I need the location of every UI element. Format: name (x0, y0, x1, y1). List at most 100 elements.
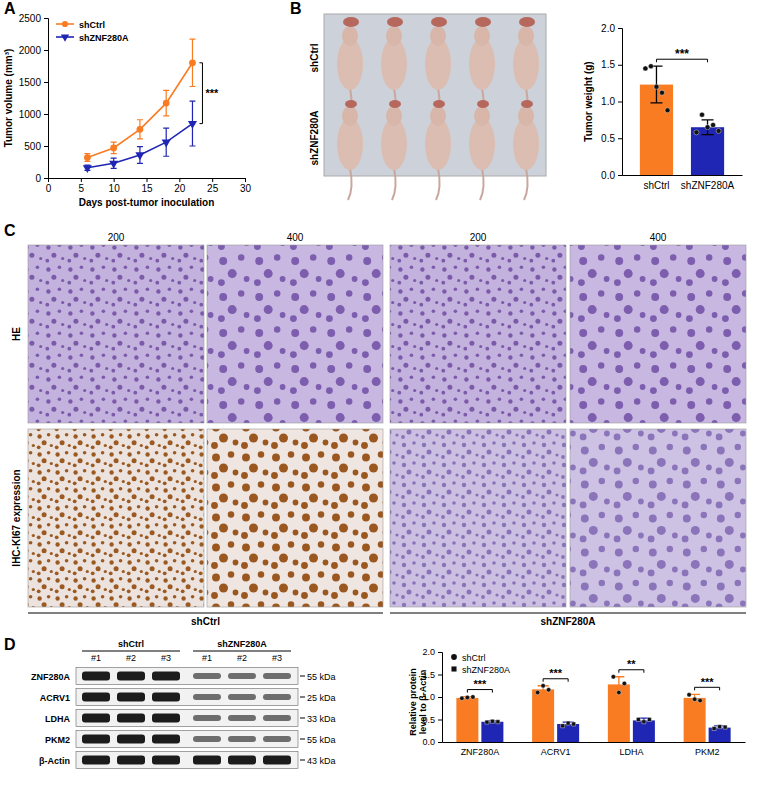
row-label: shCtrl (309, 43, 320, 72)
tick-label: PKM2 (695, 747, 720, 757)
tick-mark (44, 178, 48, 179)
axis-title: Relative proteinlevel to β-Actin (408, 668, 428, 736)
tumor (389, 100, 401, 108)
tick-mark (81, 178, 82, 182)
blot-band (228, 673, 256, 679)
point (163, 100, 170, 107)
panel-letter: D (4, 636, 16, 653)
data-point (643, 66, 648, 71)
tick-mark (179, 178, 180, 182)
tick-label: 0.5 (601, 133, 615, 144)
micrograph (390, 245, 566, 423)
data-point (460, 696, 465, 701)
tick: LDHA (619, 747, 643, 757)
blot-band (228, 736, 256, 742)
data-point (659, 90, 664, 95)
tick: ACRV1 (541, 747, 571, 757)
mouse-tail (480, 168, 484, 200)
tick-label: 20 (174, 183, 186, 194)
data-point (711, 122, 716, 127)
axis: shCtrlshZNF280A (623, 176, 743, 192)
axis-line (49, 179, 246, 183)
legend: shCtrl shZNF280A (451, 653, 510, 675)
data-point (561, 724, 565, 728)
tick-label: 1000 (19, 109, 42, 120)
size-marker (300, 739, 305, 740)
data-point (647, 718, 651, 722)
tick-label: 1500 (19, 77, 42, 88)
blot-band (263, 736, 291, 742)
data-point (485, 720, 489, 724)
tumor (521, 100, 533, 108)
error-bar (650, 66, 662, 103)
tick-label: ZNF280A (461, 747, 500, 757)
tick-label: 0.0 (601, 170, 615, 181)
tick: 0 (35, 173, 48, 184)
point (135, 152, 144, 160)
bar (684, 698, 706, 742)
error-bar (111, 142, 117, 154)
size-marker (300, 718, 305, 719)
histology-panel: 200400200400HEIHC-KI67 expressionshCtrls… (11, 232, 746, 627)
point (162, 140, 171, 148)
significance: *** (675, 47, 689, 61)
tick-mark (438, 675, 442, 676)
lane-label: #1 (202, 653, 212, 663)
tick-label: 2000 (19, 45, 42, 56)
tick-label: 2.0 (422, 647, 435, 657)
axis-title: Tumor volume (mm³) (3, 49, 14, 148)
lane-label: #3 (161, 653, 171, 663)
mouse-head (430, 26, 446, 46)
group-underline (390, 613, 746, 614)
tick: 1500 (19, 77, 48, 88)
size-marker (300, 760, 305, 761)
blot-strip (76, 689, 298, 706)
mouse-tail (436, 168, 440, 200)
data-point (692, 697, 697, 702)
mouse-head (430, 106, 446, 126)
tick-label: shCtrl (643, 180, 669, 191)
point (189, 59, 196, 66)
tick: 0.5 (601, 133, 622, 144)
row-label: IHC-KI67 expression (11, 469, 22, 566)
axis-line (438, 653, 443, 743)
data-point (611, 674, 616, 679)
data-point (648, 64, 653, 69)
micrograph (570, 429, 746, 607)
row-label: shZNF280A (309, 110, 320, 165)
blot-strip (76, 668, 298, 685)
blot-band (263, 756, 291, 765)
tick: 2000 (19, 45, 48, 56)
blot-band (82, 672, 110, 681)
lane-label: #3 (272, 653, 282, 663)
column-label: 200 (108, 232, 125, 243)
legend-marker (62, 21, 68, 27)
line-chart: 05101520253005001000150020002500Days pos… (3, 13, 251, 208)
tick-mark (618, 175, 622, 176)
significance: *** (701, 676, 715, 688)
row-label: HE (11, 327, 22, 341)
data-point (654, 84, 659, 89)
blot-band (117, 735, 145, 744)
tick-label: 25 (207, 183, 219, 194)
blot-band (228, 756, 256, 765)
mouse-head (386, 26, 402, 46)
tick-mark (438, 742, 442, 743)
protein-label: ZNF280A (31, 672, 71, 682)
legend-label: shZNF280A (462, 665, 510, 675)
significance: *** (549, 667, 563, 679)
tick: 1.0 (601, 96, 622, 107)
tick-mark (44, 82, 48, 83)
blot-band (228, 694, 256, 700)
bar (557, 724, 579, 742)
data-point (665, 108, 670, 113)
tick-mark (618, 138, 622, 139)
blot-band (263, 715, 291, 721)
column-label: 400 (287, 232, 304, 243)
point (137, 126, 144, 133)
blot-band (263, 673, 291, 679)
data-point (718, 725, 722, 729)
legend-label: shCtrl (462, 653, 486, 663)
protein-label: PKM2 (45, 735, 70, 745)
tick-mark (438, 697, 442, 698)
